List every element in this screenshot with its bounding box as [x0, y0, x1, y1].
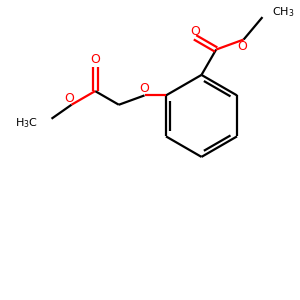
Text: H$_3$C: H$_3$C [15, 116, 38, 130]
Text: O: O [190, 25, 200, 38]
Text: O: O [90, 53, 100, 66]
Text: O: O [237, 40, 247, 53]
Text: CH$_3$: CH$_3$ [272, 5, 295, 19]
Text: O: O [140, 82, 149, 95]
Text: O: O [64, 92, 74, 105]
